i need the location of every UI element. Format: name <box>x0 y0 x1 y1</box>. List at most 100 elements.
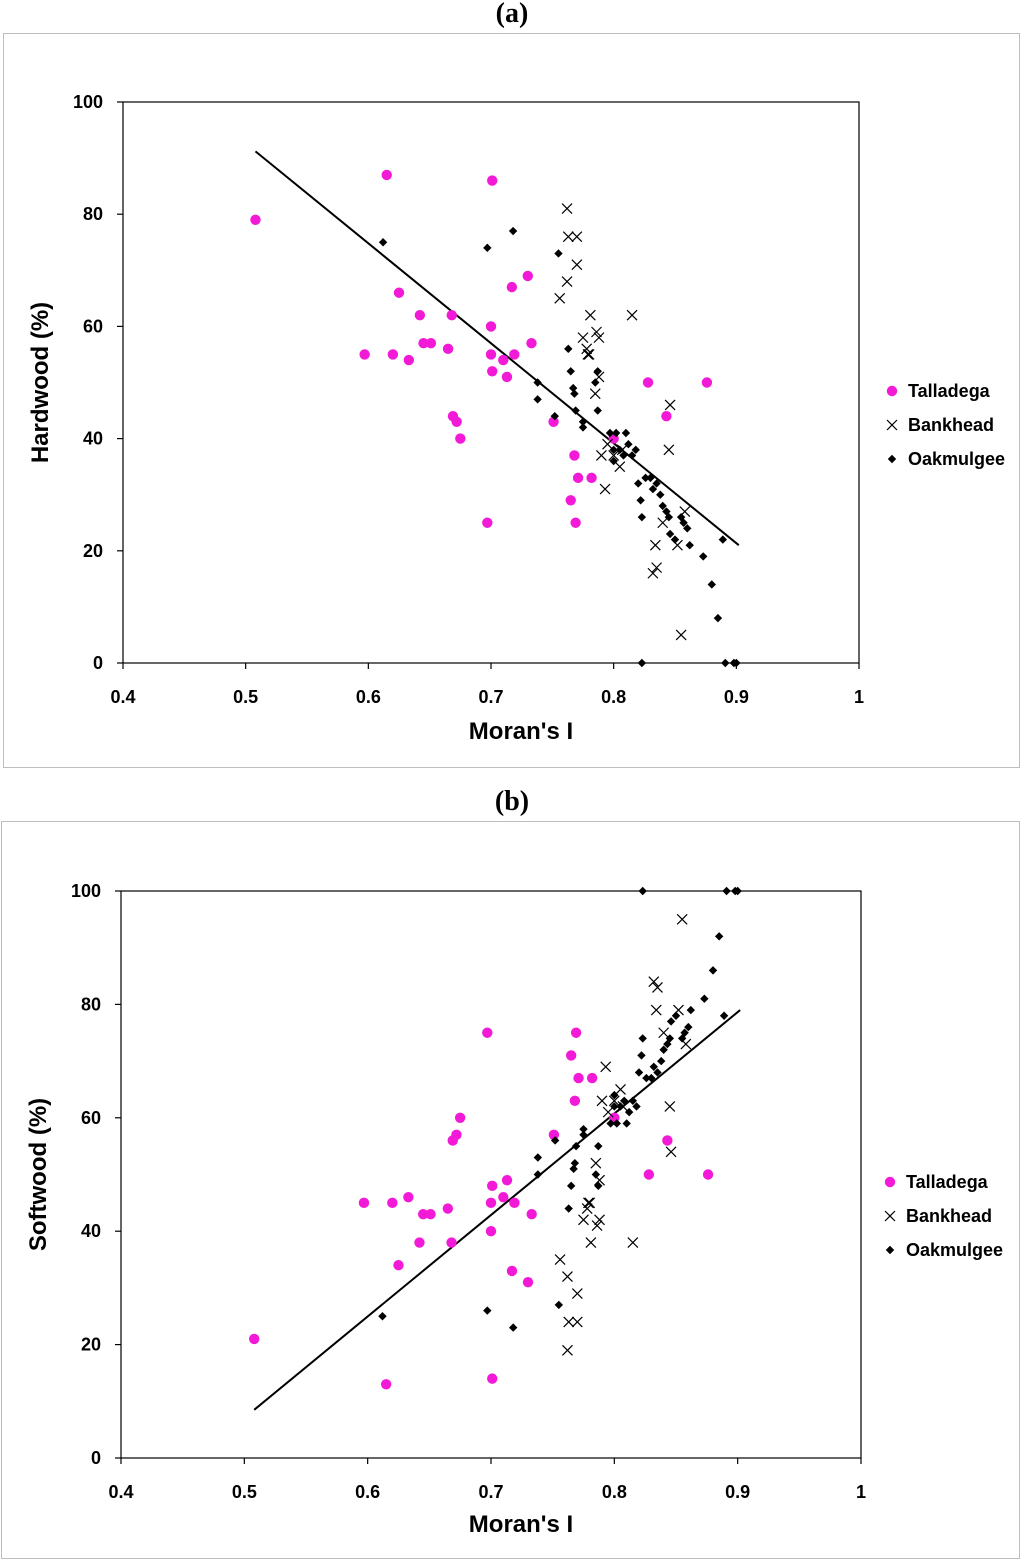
data-point-oakmulgee <box>733 886 742 896</box>
data-point-bankhead <box>585 1237 597 1248</box>
data-point-oakmulgee <box>714 932 724 941</box>
trendline <box>254 150 740 546</box>
data-point-talladega <box>526 1208 537 1220</box>
data-point-oakmulgee <box>638 886 647 896</box>
legend-label-oakmulgee: Oakmulgee <box>908 449 1005 469</box>
data-point-bankhead <box>562 231 574 243</box>
trendline <box>253 1009 741 1411</box>
data-point-talladega <box>393 1260 404 1271</box>
x-tick-label: 0.7 <box>478 1482 503 1502</box>
data-point-oakmulgee <box>713 613 723 623</box>
data-point-bankhead <box>594 1214 605 1226</box>
data-point-oakmulgee <box>593 406 602 415</box>
data-point-bankhead <box>582 349 594 360</box>
data-point-talladega <box>380 1379 392 1390</box>
data-point-bankhead <box>608 1095 620 1107</box>
data-point-talladega <box>701 377 713 388</box>
data-point-oakmulgee <box>634 479 643 488</box>
data-point-oakmulgee <box>579 1124 588 1134</box>
data-point-oakmulgee <box>508 226 518 236</box>
y-axis-title: Softwood (%) <box>25 1098 52 1251</box>
data-point-talladega <box>381 169 392 181</box>
data-point-talladega <box>573 1072 584 1084</box>
data-point-bankhead <box>647 567 659 579</box>
data-point-bankhead <box>554 292 566 304</box>
data-point-oakmulgee <box>652 479 661 488</box>
data-point-talladega <box>548 1129 560 1141</box>
data-point-oakmulgee <box>579 1130 588 1140</box>
data-point-talladega <box>569 1095 581 1106</box>
data-point-bankhead <box>571 1288 583 1299</box>
panel-label-b: (b) <box>494 786 530 817</box>
x-tick-label: 0.6 <box>355 1482 380 1502</box>
data-point-oakmulgee <box>700 994 709 1003</box>
data-point-talladega <box>548 416 559 427</box>
data-point-talladega <box>487 1373 498 1384</box>
data-point-talladega <box>509 349 520 360</box>
data-point-bankhead <box>675 629 687 641</box>
data-point-talladega <box>702 1169 714 1180</box>
data-point-oakmulgee <box>483 1306 492 1315</box>
data-point-oakmulgee <box>550 411 559 421</box>
data-point-talladega <box>509 1197 520 1209</box>
data-point-bankhead <box>664 399 676 411</box>
data-point-talladega <box>418 338 429 349</box>
data-point-oakmulgee <box>637 1051 646 1060</box>
series-talladega <box>249 1027 714 1390</box>
data-point-bankhead <box>554 1254 566 1265</box>
data-point-talladega <box>403 354 415 366</box>
data-point-talladega <box>442 1203 454 1214</box>
y-tick-label: 60 <box>81 1108 101 1128</box>
data-point-bankhead <box>657 517 669 529</box>
data-point-bankhead <box>591 326 602 338</box>
data-point-oakmulgee <box>685 540 694 550</box>
data-point-talladega <box>387 1197 398 1209</box>
data-point-oakmulgee <box>648 484 658 494</box>
data-point-oakmulgee <box>378 1312 387 1321</box>
data-point-bankhead <box>593 332 605 344</box>
data-point-oakmulgee <box>621 428 631 438</box>
data-point-oakmulgee <box>593 367 602 376</box>
x-tick-label: 0.8 <box>601 687 626 707</box>
data-point-talladega <box>454 1112 466 1123</box>
data-point-oakmulgee <box>707 580 716 589</box>
data-point-talladega <box>250 214 261 226</box>
data-point-oakmulgee <box>646 473 655 483</box>
data-point-talladega <box>643 1169 655 1180</box>
data-point-oakmulgee <box>664 512 674 522</box>
data-point-talladega <box>393 287 405 298</box>
data-point-oakmulgee <box>671 1011 681 1020</box>
data-point-talladega <box>506 1265 518 1277</box>
data-point-oakmulgee <box>550 1136 560 1145</box>
data-point-talladega <box>498 354 509 366</box>
data-point-talladega <box>455 433 466 444</box>
data-point-bankhead <box>595 450 607 461</box>
data-point-bankhead <box>584 1197 596 1209</box>
data-point-bankhead <box>650 1004 662 1016</box>
legend: Talladega Bankhead Oakmulgee <box>884 1172 1003 1260</box>
x-axis-title: Moran's I <box>469 1511 573 1538</box>
legend-marker-talladega <box>884 1176 896 1188</box>
series-talladega <box>250 169 713 528</box>
legend-marker-oakmulgee <box>887 454 897 464</box>
data-point-oakmulgee <box>609 456 618 466</box>
y-tick-label: 0 <box>91 1448 101 1468</box>
data-point-oakmulgee <box>658 501 667 511</box>
y-tick-label: 20 <box>83 541 103 561</box>
data-point-talladega <box>485 321 497 332</box>
data-point-oakmulgee <box>570 1158 580 1168</box>
data-point-talladega <box>498 1191 509 1203</box>
x-tick-label: 0.5 <box>232 1482 257 1502</box>
data-point-talladega <box>414 1237 425 1248</box>
data-point-talladega <box>387 349 399 360</box>
data-point-talladega <box>414 309 426 321</box>
data-point-oakmulgee <box>679 518 688 527</box>
data-point-talladega <box>586 472 597 484</box>
data-point-oakmulgee <box>634 1068 644 1077</box>
data-point-bankhead <box>571 259 583 271</box>
data-point-talladega <box>661 410 672 422</box>
x-tick-label: 0.8 <box>602 1482 627 1502</box>
data-point-bankhead <box>602 438 613 450</box>
legend-label-bankhead: Bankhead <box>908 415 994 435</box>
data-point-oakmulgee <box>686 1005 695 1015</box>
